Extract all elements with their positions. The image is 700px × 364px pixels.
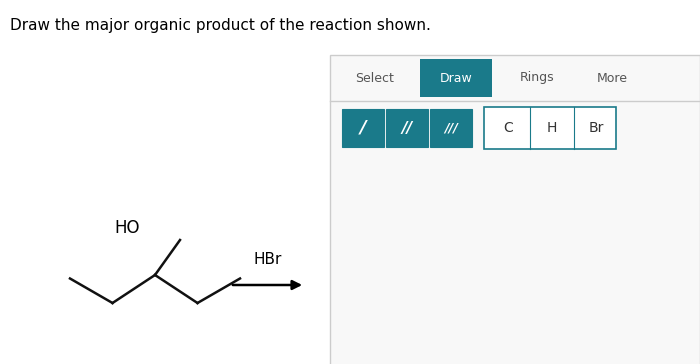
Bar <box>430 109 472 147</box>
Bar <box>420 59 492 97</box>
Text: Br: Br <box>588 121 603 135</box>
Text: ///: /// <box>444 122 458 135</box>
Bar <box>330 55 700 364</box>
Text: More: More <box>597 71 628 84</box>
Text: Rings: Rings <box>520 71 555 84</box>
Bar <box>386 109 428 147</box>
Text: HO: HO <box>114 219 140 237</box>
Text: Select: Select <box>356 71 394 84</box>
Bar <box>342 109 384 147</box>
Text: //: // <box>401 120 412 135</box>
Text: /: / <box>360 119 366 137</box>
Text: HBr: HBr <box>253 252 281 267</box>
Bar <box>484 107 616 149</box>
Text: Draw the major organic product of the reaction shown.: Draw the major organic product of the re… <box>10 18 431 33</box>
Text: Draw: Draw <box>440 71 473 84</box>
Text: C: C <box>503 121 513 135</box>
Text: H: H <box>547 121 557 135</box>
